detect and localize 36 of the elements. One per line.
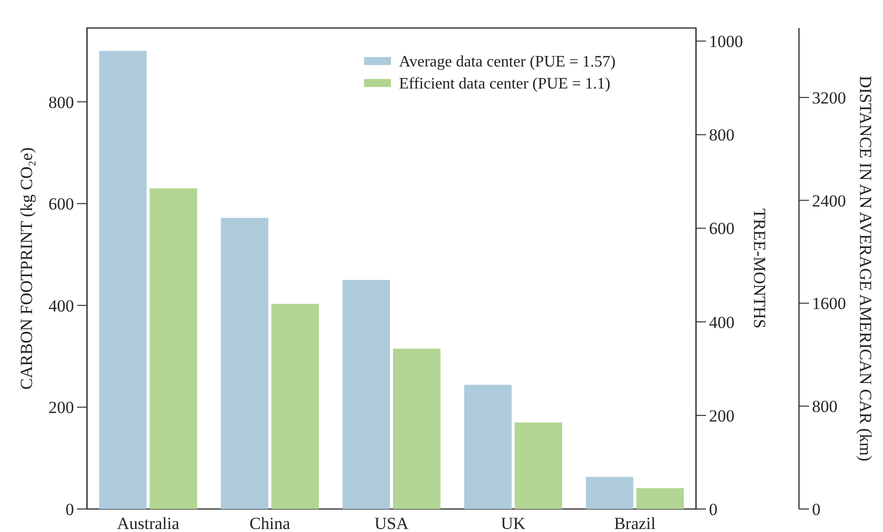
bar: [271, 304, 319, 509]
y3-axis-title: DISTANCE IN AN AVERAGE AMERICAN CAR (km): [856, 76, 876, 462]
y3-tick-label: 1600: [812, 294, 846, 314]
y-tick-label: 200: [48, 398, 74, 418]
bar: [220, 218, 268, 509]
y-tick-label: 600: [48, 194, 74, 214]
bar: [393, 348, 440, 509]
y3-tick-label: 0: [812, 500, 820, 519]
x-tick-label: USA: [374, 514, 410, 532]
x-tick-label: UK: [500, 514, 526, 532]
bar: [342, 280, 390, 509]
y2-tick-label: 0: [709, 500, 718, 519]
y3-tick-label: 3200: [812, 88, 846, 108]
y2-tick-label: 800: [709, 126, 734, 145]
legend-label: Average data center (PUE = 1.57): [399, 54, 616, 71]
bar: [150, 188, 198, 509]
y-tick-label: 0: [66, 500, 74, 519]
y2-tick-label: 1000: [709, 32, 743, 52]
y-axis-title: CARBON FOOTPRINT (kg CO₂e): [16, 147, 36, 390]
bar: [586, 476, 634, 509]
y2-tick-label: 200: [709, 406, 734, 426]
x-tick-label: Australia: [116, 514, 180, 532]
y3-tick-label: 800: [812, 397, 838, 416]
y-tick-label: 800: [48, 92, 74, 112]
y2-tick-label: 600: [709, 219, 734, 238]
y-tick-label: 400: [48, 296, 74, 316]
x-tick-label: China: [250, 514, 291, 532]
x-tick-label: Brazil: [614, 514, 656, 532]
bar: [99, 50, 147, 509]
y3-tick-label: 2400: [812, 191, 846, 210]
bar: [636, 488, 684, 509]
legend-label: Efficient data center (PUE = 1.1): [399, 76, 610, 93]
y2-tick-label: 400: [709, 312, 734, 332]
y2-axis-title: TREE-MONTHS: [750, 208, 770, 328]
bar: [464, 384, 512, 509]
bar: [514, 422, 562, 509]
